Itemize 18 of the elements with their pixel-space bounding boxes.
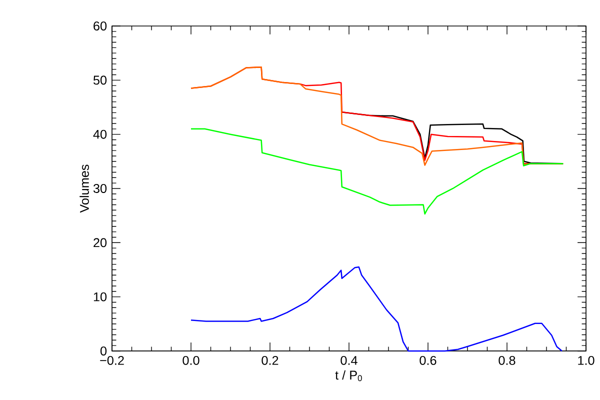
y-tick-label: 50 <box>93 76 107 85</box>
y-tick-label: 60 <box>94 22 107 30</box>
x-tick-label: 0.2 <box>262 356 278 365</box>
y-axis-title: Volumes <box>80 164 89 213</box>
x-tick-label: 0.4 <box>340 356 358 365</box>
line-series <box>190 266 563 352</box>
y-tick-label: 0 <box>100 346 107 356</box>
y-tick-label: 30 <box>93 184 107 193</box>
x-axis-title: t / P$_{0}$ <box>335 370 362 382</box>
y-tick-label: 10 <box>94 292 107 302</box>
x-tick-label: 0.6 <box>420 356 436 365</box>
x-tick-label: 0.8 <box>498 356 516 365</box>
y-tick-label: 40 <box>93 130 107 139</box>
line-series <box>190 128 564 215</box>
y-tick-label: 20 <box>94 238 107 248</box>
x-tick-label: 1.0 <box>578 356 594 365</box>
x-tick-label: 0.0 <box>182 356 200 365</box>
x-tick-label: −0.2 <box>100 356 124 365</box>
